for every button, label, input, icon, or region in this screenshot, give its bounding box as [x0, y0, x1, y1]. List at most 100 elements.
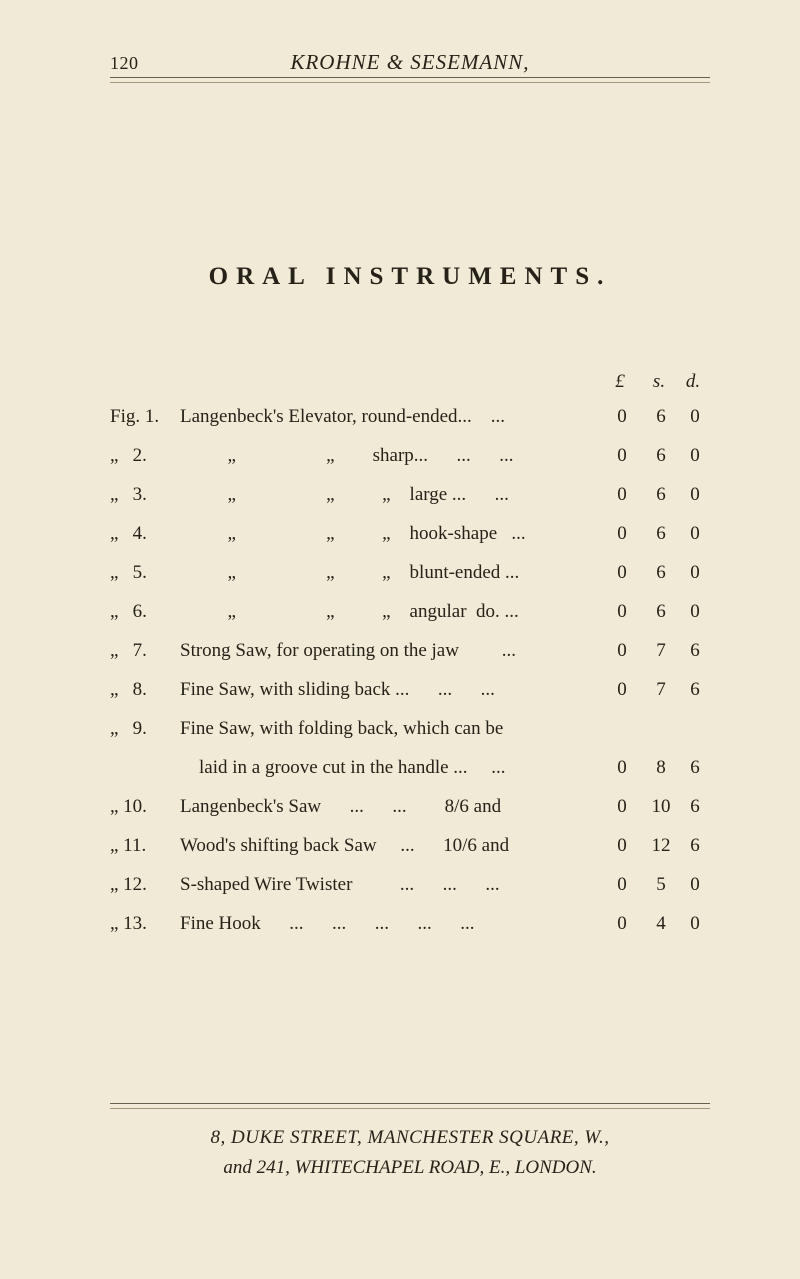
footer: 8, DUKE STREET, MANCHESTER SQUARE, W., a… — [110, 1123, 710, 1184]
item-row: „ 10.Langenbeck's Saw ... ... 8/6 and010… — [110, 797, 710, 816]
price-pounds: 0 — [602, 836, 642, 855]
item-price: 040 — [602, 914, 710, 933]
price-shillings: 7 — [642, 680, 680, 699]
item-label: „ 10. — [110, 797, 180, 816]
item-label: „ 12. — [110, 875, 180, 894]
price-pence: 6 — [680, 758, 710, 777]
footer-rule-top — [110, 1103, 710, 1104]
item-price: 0106 — [602, 797, 710, 816]
price-pounds: 0 — [602, 602, 642, 621]
item-price: 060 — [602, 524, 710, 543]
footer-line-1: 8, DUKE STREET, MANCHESTER SQUARE, W., — [110, 1123, 710, 1153]
item-price: 060 — [602, 485, 710, 504]
item-row: „ 5. „ „ „ blunt-ended ...060 — [110, 563, 710, 582]
item-description: laid in a groove cut in the handle ... .… — [180, 758, 602, 777]
running-title: KROHNE & SESEMANN, — [170, 50, 710, 75]
item-label: „ 13. — [110, 914, 180, 933]
item-row: „ 2. „ „ sharp... ... ...060 — [110, 446, 710, 465]
item-row: „ 8.Fine Saw, with sliding back ... ... … — [110, 680, 710, 699]
item-description: Fine Saw, with folding back, which can b… — [180, 719, 602, 738]
price-pence: 0 — [680, 914, 710, 933]
item-description: „ „ sharp... ... ... — [180, 446, 602, 465]
item-label: Fig. 1. — [110, 407, 180, 426]
item-row: laid in a groove cut in the handle ... .… — [110, 758, 710, 777]
item-label: „ 3. — [110, 485, 180, 504]
price-shillings: 10 — [642, 797, 680, 816]
price-header-pence: d. — [678, 371, 708, 393]
item-label: „ 4. — [110, 524, 180, 543]
price-pounds: 0 — [602, 524, 642, 543]
item-price: 060 — [602, 446, 710, 465]
item-row: „ 11.Wood's shifting back Saw ... 10/6 a… — [110, 836, 710, 855]
price-shillings: 6 — [642, 407, 680, 426]
footer-rule-mid — [110, 1108, 710, 1109]
item-label: „ 7. — [110, 641, 180, 660]
item-description: Langenbeck's Saw ... ... 8/6 and — [180, 797, 602, 816]
item-label: „ 11. — [110, 836, 180, 855]
price-shillings: 8 — [642, 758, 680, 777]
price-pence: 0 — [680, 524, 710, 543]
item-row: Fig. 1.Langenbeck's Elevator, round-ende… — [110, 407, 710, 426]
item-list: Fig. 1.Langenbeck's Elevator, round-ende… — [110, 407, 710, 933]
price-pence: 0 — [680, 485, 710, 504]
item-description: S-shaped Wire Twister ... ... ... — [180, 875, 602, 894]
price-pence: 0 — [680, 563, 710, 582]
price-shillings: 6 — [642, 524, 680, 543]
item-row: „ 13.Fine Hook ... ... ... ... ...040 — [110, 914, 710, 933]
item-description: „ „ „ angular do. ... — [180, 602, 602, 621]
section-title: ORAL INSTRUMENTS. — [110, 263, 710, 291]
price-pounds: 0 — [602, 797, 642, 816]
price-header-shillings: s. — [640, 371, 678, 393]
item-price: 060 — [602, 407, 710, 426]
price-shillings: 6 — [642, 446, 680, 465]
price-header-pounds: £ — [600, 371, 640, 393]
header: 120 KROHNE & SESEMANN, — [110, 50, 710, 78]
price-shillings: 12 — [642, 836, 680, 855]
price-pounds: 0 — [602, 641, 642, 660]
item-label: „ 9. — [110, 719, 180, 738]
footer-line-2: and 241, WHITECHAPEL ROAD, E., LONDON. — [110, 1153, 710, 1183]
price-shillings: 6 — [642, 602, 680, 621]
page-number: 120 — [110, 53, 170, 74]
item-row: „ 12.S-shaped Wire Twister ... ... ...05… — [110, 875, 710, 894]
item-description: Strong Saw, for operating on the jaw ... — [180, 641, 602, 660]
item-price: 076 — [602, 680, 710, 699]
price-shillings: 7 — [642, 641, 680, 660]
item-row: „ 3. „ „ „ large ... ...060 — [110, 485, 710, 504]
price-pence: 0 — [680, 446, 710, 465]
item-price: 050 — [602, 875, 710, 894]
item-price: 076 — [602, 641, 710, 660]
price-pounds: 0 — [602, 407, 642, 426]
price-pounds: 0 — [602, 563, 642, 582]
page: 120 KROHNE & SESEMANN, ORAL INSTRUMENTS.… — [0, 0, 800, 1279]
price-shillings: 5 — [642, 875, 680, 894]
item-description: Fine Hook ... ... ... ... ... — [180, 914, 602, 933]
price-pounds: 0 — [602, 914, 642, 933]
price-shillings: 4 — [642, 914, 680, 933]
price-pence: 6 — [680, 797, 710, 816]
item-row: „ 9.Fine Saw, with folding back, which c… — [110, 719, 710, 738]
footer-and: and — [223, 1157, 252, 1178]
item-description: Langenbeck's Elevator, round-ended... ..… — [180, 407, 602, 426]
price-pounds: 0 — [602, 758, 642, 777]
item-row: „ 4. „ „ „ hook-shape ...060 — [110, 524, 710, 543]
item-price: 060 — [602, 602, 710, 621]
item-row: „ 7.Strong Saw, for operating on the jaw… — [110, 641, 710, 660]
price-shillings: 6 — [642, 485, 680, 504]
header-rule — [110, 82, 710, 83]
item-label: „ 6. — [110, 602, 180, 621]
item-description: „ „ „ hook-shape ... — [180, 524, 602, 543]
item-price: 060 — [602, 563, 710, 582]
item-label: „ 5. — [110, 563, 180, 582]
footer-line-2-rest: 241, WHITECHAPEL ROAD, E., LONDON. — [257, 1157, 597, 1178]
price-pence: 0 — [680, 407, 710, 426]
price-pounds: 0 — [602, 680, 642, 699]
item-label: „ 8. — [110, 680, 180, 699]
price-pence: 0 — [680, 602, 710, 621]
item-description: „ „ „ large ... ... — [180, 485, 602, 504]
price-header: £ s. d. — [110, 371, 710, 393]
item-row: „ 6. „ „ „ angular do. ...060 — [110, 602, 710, 621]
price-pounds: 0 — [602, 446, 642, 465]
item-label: „ 2. — [110, 446, 180, 465]
price-pence: 6 — [680, 641, 710, 660]
